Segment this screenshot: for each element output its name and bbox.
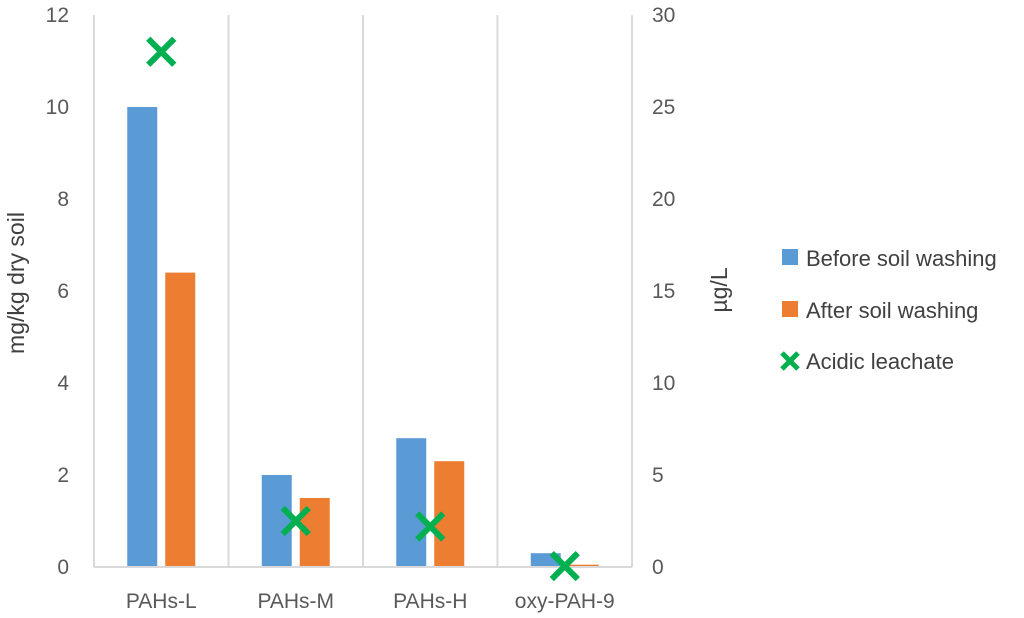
category-separators — [93, 15, 633, 567]
y2-tick-label: 10 — [652, 372, 675, 395]
bar-after-soil-washing-oxy-pah-9 — [568, 564, 599, 567]
y2-tick-label: 5 — [652, 464, 664, 487]
y-tick-label: 4 — [57, 372, 69, 395]
legend-swatch-after — [782, 301, 798, 317]
y-tick-label: 0 — [57, 556, 69, 579]
y2-tick-label: 25 — [652, 96, 675, 119]
legend-label-after: After soil washing — [806, 298, 978, 323]
category-tick-labels: PAHs-L PAHs-M PAHs-H oxy-PAH-9 — [126, 590, 615, 613]
y2-axis-title: µg/L — [706, 267, 732, 312]
y-tick-label: 6 — [57, 280, 69, 303]
y-tick-label: 12 — [46, 4, 69, 27]
y-tick-label: 2 — [57, 464, 69, 487]
marker-acidic-leachate-pahs-h — [415, 511, 446, 542]
y2-tick-label: 30 — [652, 4, 675, 27]
bar-before-soil-washing-pahs-l — [127, 107, 158, 567]
x-tick-label: PAHs-L — [126, 590, 197, 613]
legend-label-before: Before soil washing — [806, 246, 997, 271]
marker-acidic-leachate-pahs-m — [280, 505, 311, 537]
y2-tick-label: 20 — [652, 188, 675, 211]
left-axis-ticks: 0 2 4 6 8 10 12 — [46, 4, 70, 579]
marker-acidic-leachate-pahs-l — [146, 36, 177, 67]
legend-marker-acidic — [780, 351, 800, 371]
leachate-markers — [146, 36, 580, 582]
y-axis-title: mg/kg dry soil — [3, 212, 29, 354]
right-axis-ticks: 0 5 10 15 20 25 30 — [652, 4, 675, 579]
marker-acidic-leachate-oxy-pah-9 — [549, 550, 580, 582]
legend-label-acidic: Acidic leachate — [806, 349, 954, 374]
y-tick-label: 10 — [46, 96, 69, 119]
legend: Before soil washing After soil washing A… — [780, 246, 997, 374]
legend-swatch-before — [782, 249, 798, 265]
bar-after-soil-washing-pahs-l — [165, 272, 196, 567]
y2-tick-label: 15 — [652, 280, 675, 303]
y2-tick-label: 0 — [652, 556, 664, 579]
bars — [127, 107, 599, 567]
bar-before-soil-washing-pahs-h — [396, 438, 427, 567]
x-tick-label: PAHs-M — [257, 590, 334, 613]
x-tick-label: PAHs-H — [393, 590, 467, 613]
y-tick-label: 8 — [57, 188, 69, 211]
bar-before-soil-washing-pahs-m — [261, 475, 292, 567]
x-tick-label: oxy-PAH-9 — [515, 590, 615, 613]
